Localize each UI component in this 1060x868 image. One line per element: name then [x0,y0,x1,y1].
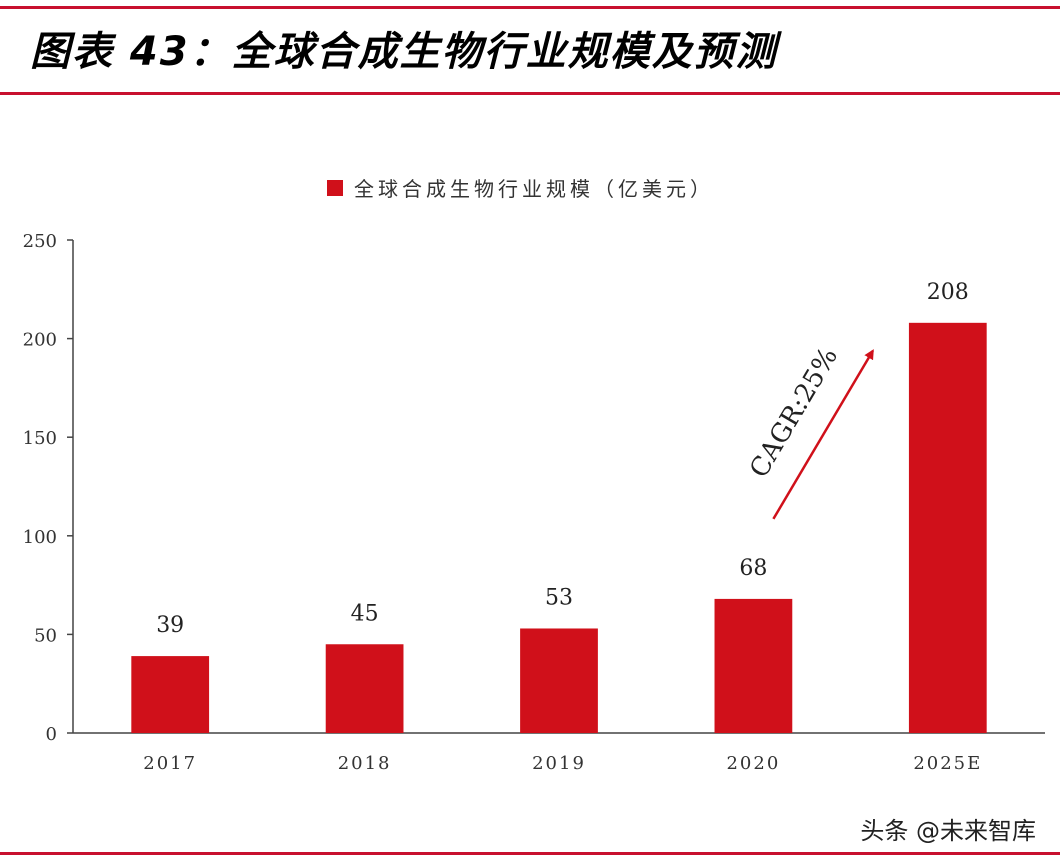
x-tick-label: 2019 [532,753,586,774]
legend-swatch [327,180,343,196]
x-axis: 2017 2018 2019 2020 2025E [73,732,1045,774]
cagr-annotation: CAGR:25% [744,343,874,520]
y-tick-label: 150 [23,428,57,449]
watermark: 头条 @未来智库 [860,817,1036,845]
y-tick-label: 100 [23,527,57,548]
legend-label: 全球合成生物行业规模（亿美元） [354,177,714,201]
data-label: 208 [927,280,969,305]
top-rule [0,6,1060,9]
data-label: 45 [351,601,379,626]
cagr-arrow [772,349,874,520]
y-tick-label: 50 [34,625,57,646]
y-axis: 0 50 100 150 200 250 [23,231,74,745]
bar-2025E [908,322,987,733]
cagr-label: CAGR:25% [744,343,844,484]
data-label: 68 [739,556,767,581]
data-label: 53 [545,585,573,610]
figure-title: 图表 43：全球合成生物行业规模及预测 [30,29,778,75]
bar-2017 [131,656,210,733]
x-tick-label: 2017 [143,753,197,774]
bar-2018 [325,644,404,733]
x-tick-label: 2018 [338,753,392,774]
bar-2020 [714,598,793,733]
y-tick-label: 200 [23,330,57,351]
y-tick-label: 250 [23,231,57,252]
x-tick-label: 2025E [913,753,982,774]
bar-2019 [520,628,598,733]
data-label: 39 [156,613,184,638]
title-rule [0,92,1060,95]
legend: 全球合成生物行业规模（亿美元） [327,177,714,201]
bottom-rule [0,852,1060,855]
y-tick-label: 0 [46,724,57,745]
x-tick-label: 2020 [726,753,780,774]
bars: 39 45 53 68 208 [131,280,987,733]
